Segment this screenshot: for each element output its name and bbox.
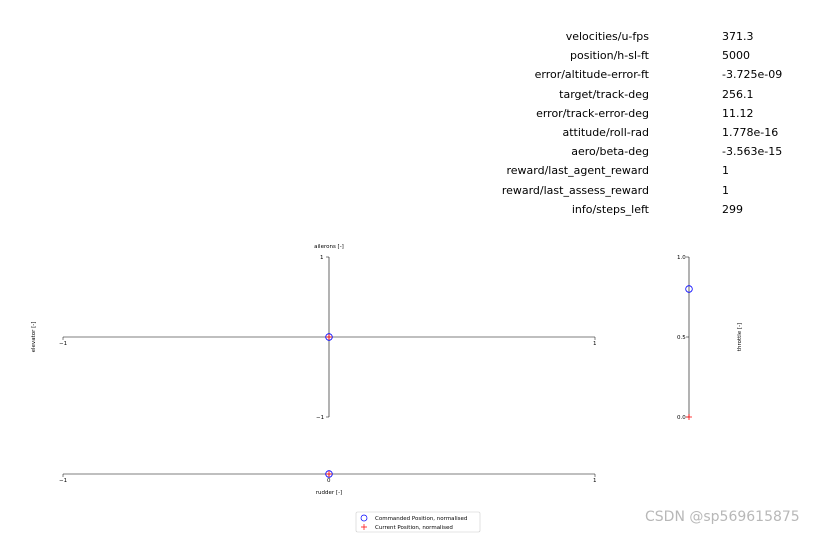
rudder-x-tick-max: 1 bbox=[593, 478, 597, 484]
throttle-plot: 1.0 0.5 0.0 throttle [-] bbox=[677, 255, 743, 421]
readout-label: attitude/roll-rad bbox=[562, 126, 649, 139]
readout-value: 11.12 bbox=[722, 106, 754, 120]
legend: Commanded Position, normalised Current P… bbox=[355, 511, 481, 533]
throttle-y-tick-min: 0.0 bbox=[677, 415, 686, 421]
rudder-markers bbox=[325, 470, 333, 478]
readout-label: velocities/u-fps bbox=[565, 30, 649, 43]
stick-y-axis-label: elevator [-] bbox=[31, 322, 37, 353]
stick-y-tick-max: 1 bbox=[320, 255, 324, 261]
readout-label: aero/beta-deg bbox=[571, 145, 649, 159]
legend-entry-current: Current Position, normalised bbox=[375, 525, 453, 531]
readout-value: 1 bbox=[722, 164, 729, 178]
readout-value: 371.3 bbox=[722, 30, 754, 43]
readout-label: error/altitude-error-ft bbox=[534, 68, 649, 82]
readout-value: 256.1 bbox=[722, 87, 754, 101]
watermark: CSDN @sp569615875 bbox=[645, 509, 800, 525]
readout-label: info/steps_left bbox=[571, 202, 649, 216]
rudder-commanded-point bbox=[325, 470, 333, 478]
throttle-markers bbox=[685, 285, 693, 420]
throttle-y-tick-max: 1.0 bbox=[677, 255, 686, 261]
readout-value: 1.778e-16 bbox=[722, 126, 779, 139]
throttle-current-point bbox=[686, 414, 692, 420]
readout-label: reward/last_agent_reward bbox=[506, 164, 649, 178]
stick-commanded-point bbox=[325, 333, 333, 341]
readout-value: -3.725e-09 bbox=[722, 68, 783, 82]
throttle-y-axis-label: throttle [-] bbox=[737, 323, 743, 351]
stick-plot: −1 1 1 −1 ailerons [-] elevator [-] bbox=[31, 244, 597, 421]
stick-x-tick-max: 1 bbox=[593, 341, 597, 347]
throttle-commanded-point bbox=[685, 285, 693, 293]
rudder-x-tick-zero: 0 bbox=[327, 478, 331, 484]
stick-markers bbox=[325, 333, 333, 341]
readout-label: error/track-error-deg bbox=[536, 106, 649, 120]
rudder-x-tick-min: −1 bbox=[59, 478, 67, 484]
stick-y-tick-min: −1 bbox=[316, 415, 324, 421]
throttle-y-tick-mid: 0.5 bbox=[677, 335, 686, 341]
rudder-plot: −1 0 1 rudder [-] bbox=[59, 470, 597, 496]
readout-label: reward/last_assess_reward bbox=[501, 183, 649, 197]
text-readout-panel: velocities/u-fps 371.3 position/h-sl-ft 500… bbox=[0, 0, 831, 220]
stick-current-point bbox=[326, 334, 332, 340]
readout-value: -3.563e-15 bbox=[722, 145, 783, 159]
rudder-current-point bbox=[326, 471, 332, 477]
legend-entry-commanded: Commanded Position, normalised bbox=[375, 516, 467, 522]
readout-label: target/track-deg bbox=[559, 87, 649, 101]
readout-label: position/h-sl-ft bbox=[570, 49, 649, 63]
readout-value: 1 bbox=[722, 183, 729, 197]
rudder-x-axis-label: rudder [-] bbox=[316, 490, 342, 496]
legend-circle-icon bbox=[360, 514, 368, 522]
readout-value: 299 bbox=[722, 202, 743, 216]
readout-value: 5000 bbox=[722, 49, 750, 63]
legend-frame bbox=[355, 511, 481, 533]
legend-plus-icon bbox=[361, 524, 367, 530]
stick-x-tick-min: −1 bbox=[59, 341, 67, 347]
stick-x-axis-label: ailerons [-] bbox=[314, 244, 344, 250]
